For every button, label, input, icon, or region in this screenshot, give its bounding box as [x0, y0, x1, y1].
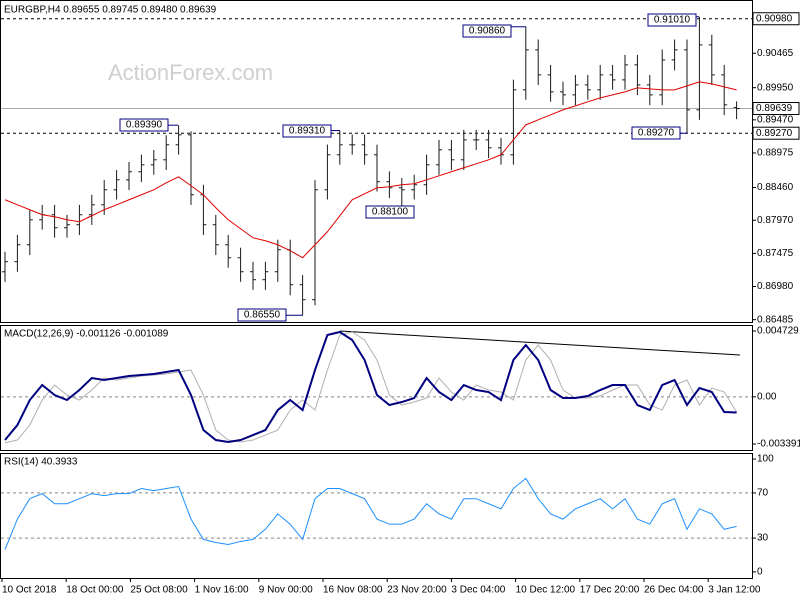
x-tick-label: 1 Nov 16:00	[195, 585, 249, 596]
annotation-box	[365, 205, 415, 219]
y-tick-label: 0.00	[757, 391, 777, 402]
annotation-label: 0.91010	[654, 15, 691, 26]
macd-panel	[0, 325, 753, 451]
level-label-box	[752, 102, 800, 116]
y-tick-label: 0.87475	[757, 248, 794, 259]
y-tick-label: 0.88975	[757, 148, 794, 159]
y-tick-label: 0.87970	[757, 215, 794, 226]
x-tick-label: 3 Dec 04:00	[451, 585, 505, 596]
rsi-title: RSI(14) 40.3933	[4, 457, 78, 468]
y-tick-label: 30	[757, 533, 769, 544]
y-tick-label: 0.89470	[757, 114, 794, 125]
level-label-box	[752, 126, 800, 140]
annotation-label: 0.90860	[469, 26, 506, 37]
x-tick-label: 17 Dec 20:00	[580, 585, 640, 596]
watermark: ActionForex.com	[108, 60, 273, 85]
macd-title: MACD(12,26,9) -0.001126 -0.001089	[4, 329, 169, 340]
y-tick-label: 0.004729	[757, 326, 799, 337]
annotation-box	[237, 308, 287, 322]
y-tick-label: 0.86980	[757, 281, 794, 292]
level-label: 0.89639	[756, 103, 793, 114]
annotation-box	[119, 118, 169, 132]
y-tick-label: -0.003391	[757, 439, 800, 450]
y-tick-label: 100	[757, 454, 774, 465]
y-tick-label: 70	[757, 488, 769, 499]
x-tick-label: 16 Nov 08:00	[323, 585, 383, 596]
annotation-label: 0.86550	[244, 310, 281, 321]
annotation-box	[631, 126, 681, 140]
series-line	[4, 330, 737, 444]
price-panel	[0, 0, 753, 323]
y-tick-label: 0.89950	[757, 82, 794, 93]
x-tick-label: 23 Nov 20:00	[387, 585, 447, 596]
annotation-label: 0.88100	[372, 207, 409, 218]
x-tick-label: 3 Jan 12:00	[708, 585, 761, 596]
x-tick-label: 25 Oct 08:00	[130, 585, 188, 596]
y-tick-label: 0.86485	[757, 314, 794, 325]
price-title: EURGBP,H4 0.89655 0.89745 0.89480 0.8963…	[4, 5, 217, 16]
x-tick-label: 10 Dec 12:00	[516, 585, 576, 596]
series-line	[4, 81, 737, 259]
trend-line	[339, 330, 741, 356]
y-tick-label: 0.90465	[757, 48, 794, 59]
annotation-box	[647, 13, 697, 27]
level-label: 0.90980	[756, 13, 793, 24]
level-label-box	[752, 12, 800, 26]
y-tick-label: 0	[757, 567, 763, 578]
x-tick-label: 9 Nov 00:00	[259, 585, 313, 596]
series-line	[4, 477, 737, 550]
rsi-panel	[0, 453, 753, 579]
x-tick-label: 10 Oct 2018	[2, 585, 57, 596]
y-tick-label: 0.88460	[757, 182, 794, 193]
series-line	[4, 331, 738, 444]
x-tick-label: 18 Oct 00:00	[66, 585, 124, 596]
annotation-box	[462, 24, 512, 38]
annotation-label: 0.89310	[289, 126, 326, 137]
level-label: 0.89270	[756, 128, 793, 139]
annotation-label: 0.89390	[126, 120, 163, 131]
x-tick-label: 26 Dec 04:00	[644, 585, 704, 596]
annotation-label: 0.89270	[638, 128, 675, 139]
annotation-box	[282, 124, 332, 138]
